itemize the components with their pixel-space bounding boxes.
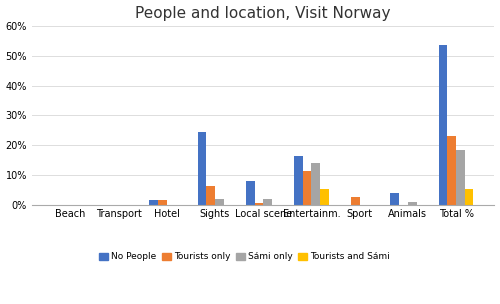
Bar xyxy=(320,188,329,205)
Bar xyxy=(302,171,312,205)
Title: People and location, Visit Norway: People and location, Visit Norway xyxy=(136,5,391,21)
Legend: No People, Tourists only, Sámi only, Tourists and Sámi: No People, Tourists only, Sámi only, Tou… xyxy=(96,249,394,265)
Bar xyxy=(312,163,320,205)
Bar xyxy=(351,198,360,205)
Bar xyxy=(198,132,206,205)
Bar xyxy=(456,150,464,205)
Bar xyxy=(254,203,263,205)
Bar xyxy=(263,199,272,205)
Bar xyxy=(448,136,456,205)
Bar xyxy=(294,156,302,205)
Bar xyxy=(246,181,254,205)
Bar xyxy=(158,200,166,205)
Bar xyxy=(150,200,158,205)
Bar xyxy=(464,188,473,205)
Bar xyxy=(390,193,399,205)
Bar xyxy=(408,202,416,205)
Bar xyxy=(438,45,448,205)
Bar xyxy=(215,199,224,205)
Bar xyxy=(206,185,215,205)
